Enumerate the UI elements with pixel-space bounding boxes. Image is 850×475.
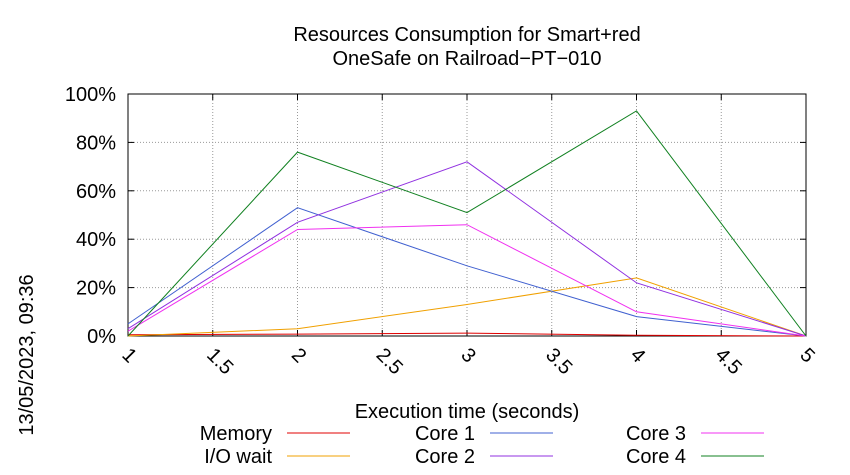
legend-label: Core 3 [626, 423, 686, 445]
y-tick-labels: 0% 20% 40% 60% 80% 100% [65, 84, 116, 348]
series-line-core-1 [127, 207, 807, 337]
legend-label: I/O wait [204, 446, 272, 468]
x-tick-label: 3.5 [541, 344, 576, 379]
y-tick-label: 80% [76, 132, 116, 154]
legend-label: Core 1 [415, 423, 475, 445]
legend-label: Core 2 [415, 446, 475, 468]
series-lines [127, 110, 807, 337]
x-tick-label: 1.5 [202, 344, 237, 379]
x-tick-label: 1 [117, 344, 140, 367]
series-line-core-4 [127, 110, 807, 337]
legend-label: Core 4 [626, 446, 686, 468]
y-tick-label: 20% [76, 278, 116, 300]
series-line-i-o-wait [127, 277, 807, 337]
y-tick-label: 100% [65, 84, 116, 106]
series-line-memory [127, 332, 807, 337]
x-tick-label: 2.5 [372, 344, 407, 379]
x-tick-label: 5 [795, 344, 818, 367]
x-tick-label: 3 [456, 344, 479, 367]
series-line-core-3 [127, 224, 807, 337]
y-tick-label: 0% [87, 326, 116, 348]
x-tick-label: 2 [287, 344, 310, 367]
y-tick-label: 60% [76, 181, 116, 203]
y-tick-label: 40% [76, 229, 116, 251]
plot-frame [127, 93, 807, 337]
series-line-core-2 [127, 161, 807, 337]
timestamp-label: 13/05/2023, 09:36 [16, 274, 38, 435]
chart-title-line2: OneSafe on Railroad−PT−010 [332, 48, 601, 70]
legend-label: Memory [200, 423, 272, 445]
x-axis-label: Execution time (seconds) [355, 401, 580, 423]
x-tick-label: 4 [626, 344, 649, 367]
grid-lines [128, 94, 806, 336]
x-tick-label: 4.5 [711, 344, 746, 379]
axes [127, 93, 807, 337]
x-tick-labels: 1 1.5 2 2.5 3 3.5 4 4.5 5 [117, 344, 818, 379]
chart-title-line1: Resources Consumption for Smart+red [293, 24, 640, 46]
